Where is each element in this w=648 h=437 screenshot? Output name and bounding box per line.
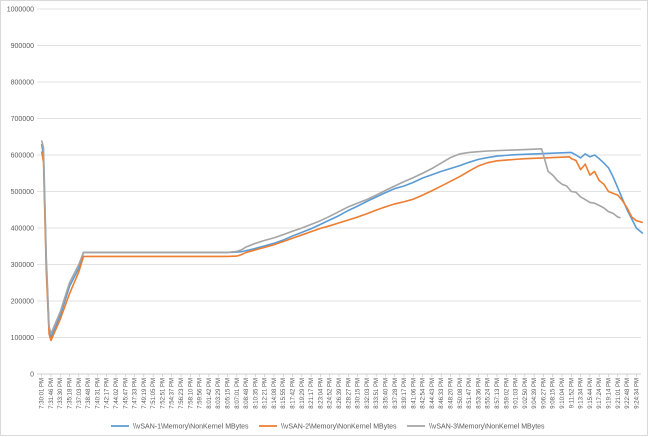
x-tick-label: 8:14:08 PM [272, 378, 278, 409]
x-tick-label: 7:49:19 PM [142, 378, 148, 409]
x-tick-label: 8:23:04 PM [318, 378, 324, 409]
x-tick-label: 7:38:48 PM [86, 378, 92, 409]
x-tick-label: 7:58:10 PM [188, 378, 194, 409]
y-axis: 0 100000 200000 300000 400000 500000 600000 700… [7, 7, 34, 379]
x-tick-label: 7:45:47 PM [123, 378, 129, 409]
x-tick-label: 8:55:24 PM [486, 378, 492, 409]
x-tick-label: 7:54:37 PM [170, 378, 176, 409]
x-tick-label: 9:24:34 PM [634, 378, 640, 409]
x-tick-label: 8:46:33 PM [439, 378, 445, 409]
x-tick-label: 7:33:30 PM [58, 378, 64, 409]
x-tick-label: 8:19:29 PM [300, 378, 306, 409]
x-tick-label: 7:59:56 PM [198, 378, 204, 409]
x-tick-label: 8:05:15 PM [225, 378, 231, 409]
y-tick-label: 1000000 [7, 7, 34, 14]
x-tick-label: 8:30:15 PM [356, 378, 362, 409]
y-tick-label: 0 [30, 372, 34, 379]
x-tick-label: 7:47:33 PM [133, 378, 139, 409]
series-line-1 [40, 143, 644, 339]
x-tick-label: 9:17:24 PM [597, 378, 603, 409]
x-tick-label: 8:41:06 PM [411, 378, 417, 409]
x-tick-label: 8:33:51 PM [374, 378, 380, 409]
x-tick-label: 9:01:03 PM [514, 378, 520, 409]
x-tick-label: 8:03:29 PM [216, 378, 222, 409]
x-tick-label: 9:15:44 PM [588, 378, 594, 409]
x-tick-label: 7:35:18 PM [68, 378, 74, 409]
x-tick-label: 8:28:27 PM [346, 378, 352, 409]
gridlines [37, 8, 641, 375]
x-tick-label: 8:48:20 PM [449, 378, 455, 409]
x-tick-label: 9:06:27 PM [541, 378, 547, 409]
x-tick-label: 7:51:05 PM [151, 378, 157, 409]
y-tick-label: 100000 [11, 335, 34, 342]
y-tick-label: 500000 [11, 189, 34, 196]
x-tick-label: 9:19:14 PM [606, 378, 612, 409]
x-tick-label: 9:04:39 PM [532, 378, 538, 409]
x-tick-label: 7:37:03 PM [77, 378, 83, 409]
x-tick-label: 9:11:52 PM [569, 378, 575, 408]
x-tick-label: 8:35:40 PM [383, 378, 389, 409]
x-tick-label: 8:50:08 PM [458, 378, 464, 409]
y-tick-label: 900000 [11, 43, 34, 50]
x-tick-label: 7:44:02 PM [114, 378, 120, 409]
series-lines [40, 140, 644, 342]
x-tick-label: 9:21:01 PM [616, 378, 622, 409]
legend-label-1: \\vSAN-1\Memory\NonKernel MBytes [133, 424, 249, 431]
legend-label-3: \\vSAN-3\Memory\NonKernel MBytes [429, 424, 545, 431]
y-tick-label: 600000 [11, 153, 34, 160]
x-tick-label: 7:42:17 PM [105, 378, 111, 409]
y-tick-label: 800000 [11, 80, 34, 87]
y-tick-label: 400000 [11, 226, 34, 233]
series-line-2 [40, 151, 644, 342]
x-tick-label: 8:12:21 PM [263, 378, 269, 409]
x-tick-label: 8:39:17 PM [402, 378, 408, 409]
legend: \\vSAN-1\Memory\NonKernel MBytes \\vSAN-2… [111, 424, 545, 431]
x-tick-label: 7:40:31 PM [95, 378, 101, 409]
x-tick-label: 8:26:39 PM [337, 378, 343, 409]
x-tick-label: 7:56:23 PM [179, 378, 185, 409]
x-tick-label: 8:08:48 PM [244, 378, 250, 409]
x-tick-label: 8:57:13 PM [495, 378, 501, 409]
x-tick-label: 8:37:28 PM [393, 378, 399, 409]
x-tick-label: 7:30:01 PM [40, 378, 46, 409]
x-axis: 7:30:01 PM 7:31:46 PM 7:33:30 PM 7:35:18 PM… [40, 374, 640, 409]
y-tick-label: 700000 [11, 116, 34, 123]
x-tick-label: 9:10:04 PM [560, 378, 566, 409]
x-tick-label: 8:17:42 PM [291, 378, 297, 409]
x-tick-label: 8:10:35 PM [253, 378, 259, 409]
x-tick-label: 8:07:01 PM [235, 378, 241, 409]
series-line-3 [40, 140, 621, 335]
x-tick-label: 7:31:46 PM [49, 378, 55, 409]
x-tick-label: 8:42:54 PM [421, 378, 427, 409]
y-tick-label: 200000 [11, 299, 34, 306]
x-tick-label: 8:59:02 PM [504, 378, 510, 409]
x-tick-label: 8:21:17 PM [309, 378, 315, 409]
x-tick-label: 7:52:51 PM [160, 378, 166, 409]
x-tick-label: 9:22:48 PM [625, 378, 631, 409]
x-tick-label: 9:08:15 PM [551, 378, 557, 409]
x-tick-label: 8:53:36 PM [476, 378, 482, 409]
x-tick-label: 8:44:43 PM [430, 378, 436, 409]
x-tick-label: 9:02:50 PM [523, 378, 529, 409]
legend-label-2: \\vSAN-2\Memory\NonKernel MBytes [281, 424, 397, 431]
x-tick-label: 8:15:55 PM [281, 378, 287, 409]
x-tick-label: 9:13:34 PM [579, 378, 585, 409]
x-tick-label: 8:24:52 PM [328, 378, 334, 409]
x-tick-label: 8:32:03 PM [365, 378, 371, 409]
x-tick-label: 8:51:47 PM [467, 378, 473, 409]
x-tick-label: 8:01:42 PM [207, 378, 213, 409]
y-tick-label: 300000 [11, 262, 34, 269]
